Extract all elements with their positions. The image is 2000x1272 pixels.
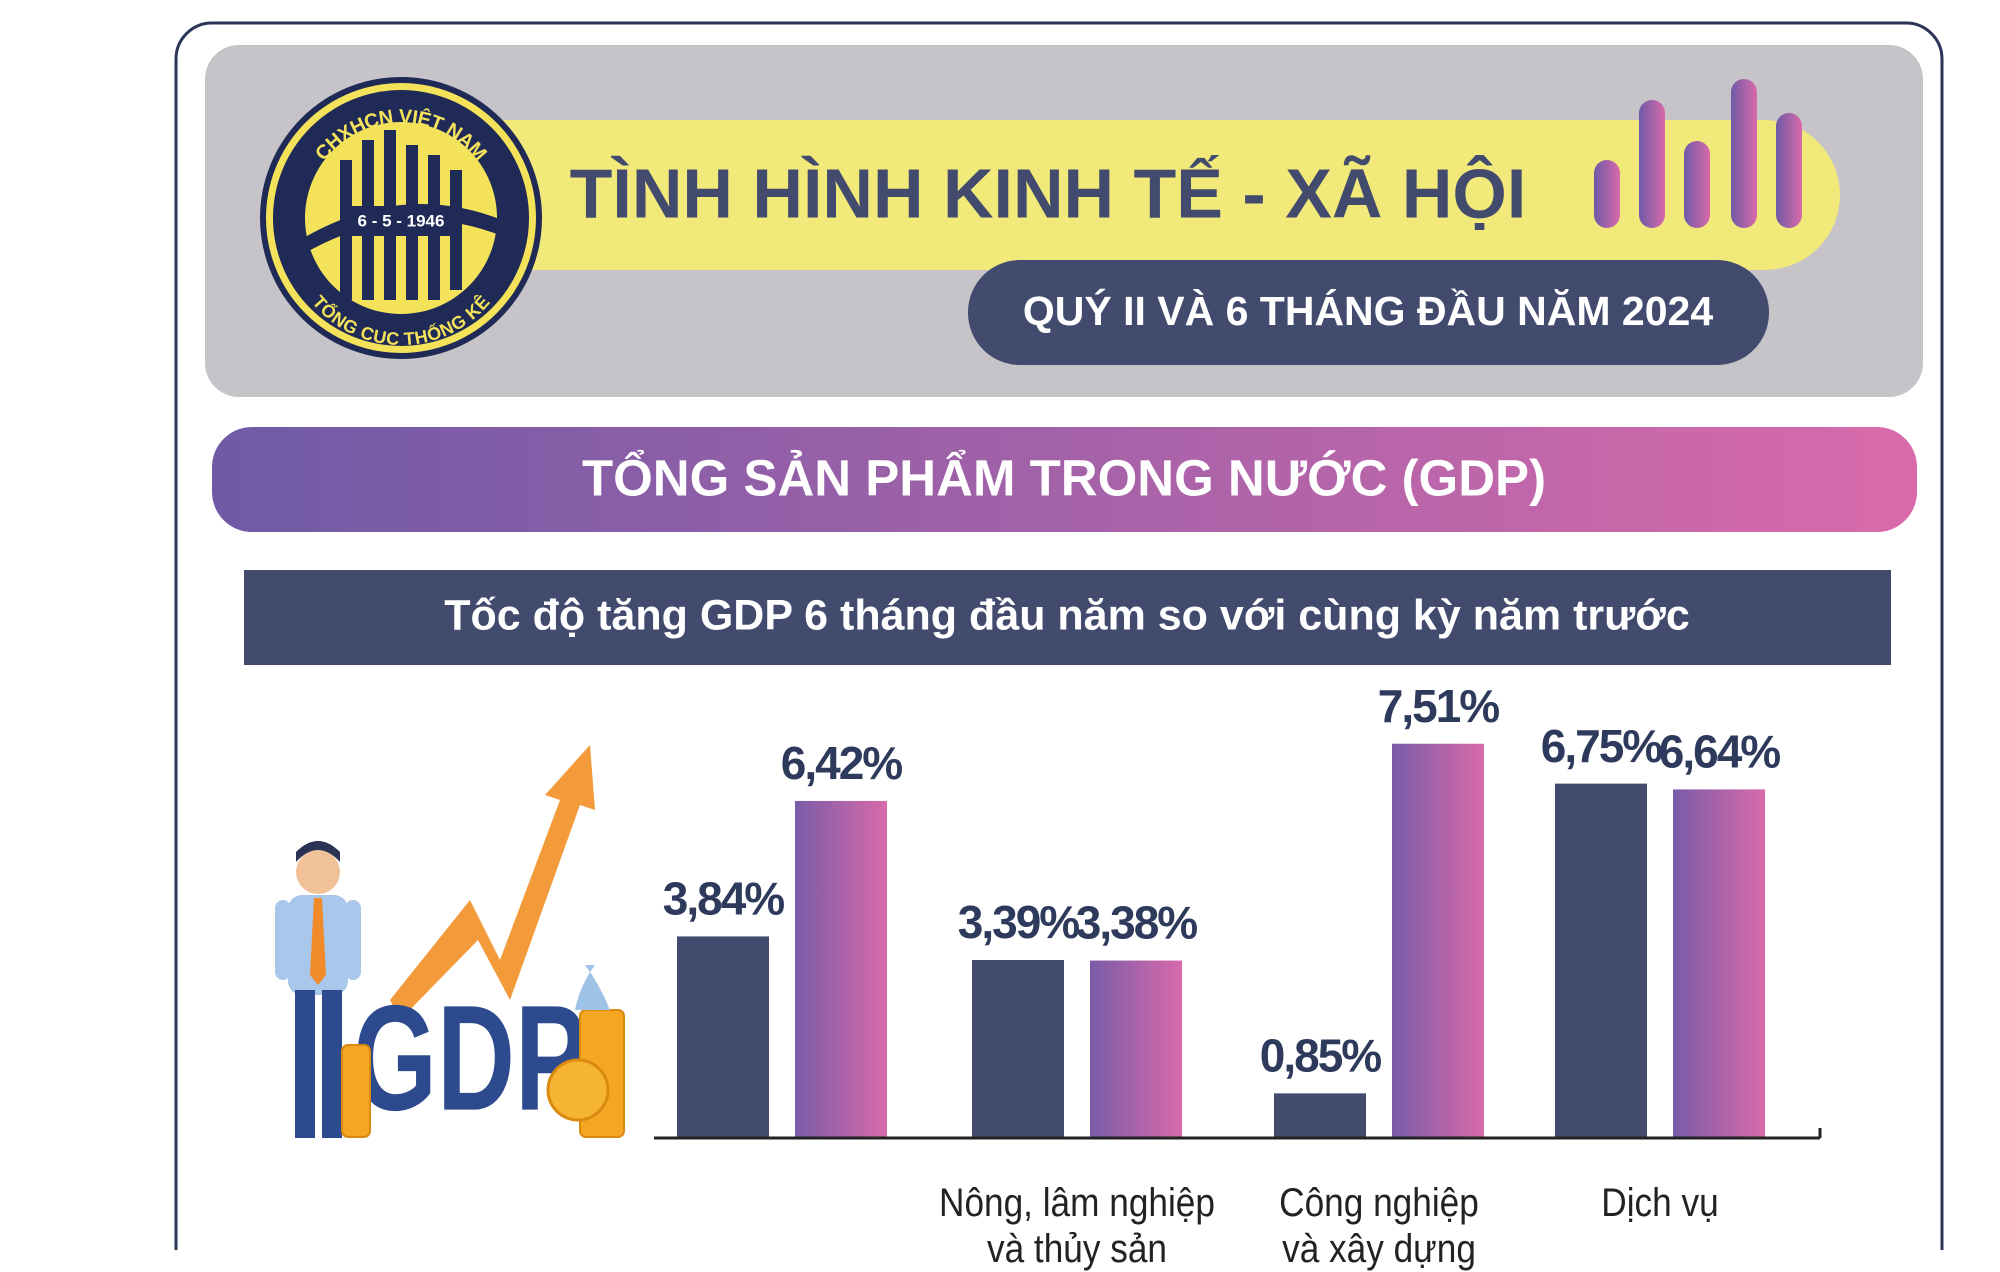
chart-title-bar bbox=[244, 570, 1891, 665]
bar bbox=[972, 960, 1064, 1138]
section-banner bbox=[212, 427, 1917, 532]
logo-date: 6 - 5 - 1946 bbox=[358, 211, 445, 230]
frame bbox=[174, 21, 1944, 1250]
bar bbox=[1673, 789, 1765, 1138]
illustration: GDP bbox=[275, 745, 625, 1142]
value-label: 6,42% bbox=[781, 737, 903, 789]
header-title: TÌNH HÌNH KINH TẾ - XÃ HỘI bbox=[570, 153, 1527, 232]
subtitle-pill bbox=[968, 260, 1769, 365]
header-subtitle: QUÝ II VÀ 6 THÁNG ĐẦU NĂM 2024 bbox=[1023, 288, 1713, 334]
value-label: 3,84% bbox=[663, 873, 785, 925]
value-label: 3,38% bbox=[1076, 897, 1198, 949]
bar bbox=[1274, 1093, 1366, 1138]
section-title: TỔNG SẢN PHẨM TRONG NƯỚC (GDP) bbox=[582, 448, 1546, 506]
bar bbox=[1555, 783, 1647, 1138]
value-label: 0,85% bbox=[1260, 1030, 1382, 1082]
bar bbox=[1090, 960, 1182, 1138]
logo: 6 - 5 - 1946 CHXHCN VIỆT NAM TỔNG CỤC TH… bbox=[260, 77, 542, 359]
value-label: 3,39% bbox=[958, 896, 1080, 948]
chart-title: Tốc độ tăng GDP 6 tháng đầu năm so với c… bbox=[444, 591, 1690, 639]
value-label: 6,64% bbox=[1659, 726, 1781, 778]
header-band bbox=[330, 120, 1840, 270]
bar bbox=[1392, 743, 1484, 1138]
mini-bars bbox=[1594, 79, 1802, 228]
bar bbox=[677, 936, 769, 1138]
category-label: Dịch vụ bbox=[1601, 1181, 1719, 1225]
value-label: 7,51% bbox=[1378, 680, 1500, 732]
value-label: 6,75% bbox=[1541, 720, 1663, 772]
bar bbox=[795, 800, 887, 1138]
illustration-text: GDP bbox=[353, 974, 587, 1142]
